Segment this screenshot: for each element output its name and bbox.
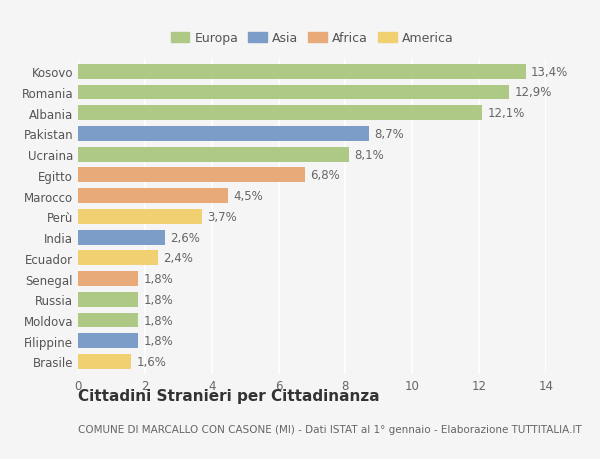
Text: 12,9%: 12,9% — [514, 86, 551, 99]
Bar — [78, 230, 165, 245]
Bar — [78, 65, 526, 79]
Text: 1,8%: 1,8% — [143, 314, 173, 327]
Bar — [78, 85, 509, 100]
Bar — [78, 334, 138, 348]
Bar — [78, 271, 138, 286]
Bar — [78, 313, 138, 328]
Text: 1,6%: 1,6% — [137, 355, 166, 368]
Text: 8,1%: 8,1% — [354, 148, 383, 161]
Text: COMUNE DI MARCALLO CON CASONE (MI) - Dati ISTAT al 1° gennaio - Elaborazione TUT: COMUNE DI MARCALLO CON CASONE (MI) - Dat… — [78, 425, 582, 435]
Bar — [78, 147, 349, 162]
Bar — [78, 292, 138, 307]
Bar — [78, 251, 158, 266]
Text: 2,6%: 2,6% — [170, 231, 200, 244]
Text: 6,8%: 6,8% — [310, 169, 340, 182]
Bar — [78, 127, 369, 141]
Text: 8,7%: 8,7% — [374, 128, 404, 140]
Text: 1,8%: 1,8% — [143, 293, 173, 306]
Text: 3,7%: 3,7% — [206, 210, 236, 224]
Text: Cittadini Stranieri per Cittadinanza: Cittadini Stranieri per Cittadinanza — [78, 388, 380, 403]
Bar — [78, 106, 482, 121]
Bar — [78, 354, 131, 369]
Text: 4,5%: 4,5% — [233, 190, 263, 203]
Text: 13,4%: 13,4% — [531, 66, 568, 78]
Bar — [78, 168, 305, 183]
Text: 2,4%: 2,4% — [163, 252, 193, 265]
Text: 1,8%: 1,8% — [143, 273, 173, 285]
Text: 1,8%: 1,8% — [143, 335, 173, 347]
Bar — [78, 209, 202, 224]
Bar — [78, 189, 229, 204]
Legend: Europa, Asia, Africa, America: Europa, Asia, Africa, America — [166, 28, 458, 50]
Text: 12,1%: 12,1% — [487, 107, 525, 120]
